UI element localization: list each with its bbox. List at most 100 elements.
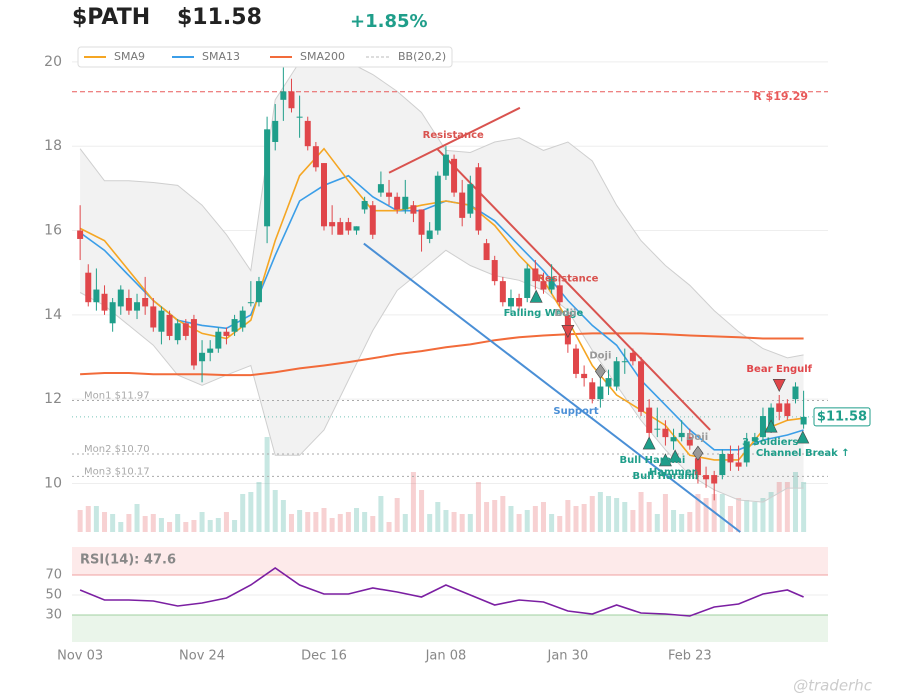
- volume-bar: [557, 516, 563, 532]
- volume-bar: [727, 506, 733, 532]
- volume-bar: [784, 482, 790, 532]
- volume-bar: [736, 498, 742, 532]
- candle-body: [190, 319, 197, 366]
- volume-bar: [679, 514, 685, 532]
- y-tick-label: 16: [44, 223, 62, 239]
- candle-body: [134, 302, 141, 311]
- level-label: Mon3 $10.17: [84, 466, 150, 477]
- candle-body: [329, 222, 336, 227]
- legend: SMA9 SMA13 SMA200 BB(20,2): [77, 46, 453, 68]
- candle-body: [759, 416, 766, 438]
- candle-body: [621, 361, 628, 363]
- candle-body: [288, 91, 295, 109]
- volume-bar: [524, 510, 530, 532]
- watermark: @traderhc: [793, 677, 873, 695]
- candle-body: [475, 167, 482, 231]
- pattern-marker: [658, 453, 672, 467]
- level-label: Mon2 $10.70: [84, 444, 150, 455]
- candle-body: [321, 163, 327, 227]
- candle-body: [751, 437, 758, 442]
- candle-body: [296, 116, 303, 118]
- rsi-oversold: [72, 615, 828, 642]
- candle-body: [524, 268, 531, 298]
- annotation: 3 Soldiers: [742, 437, 798, 448]
- candle-body: [223, 331, 230, 336]
- volume-bar: [719, 494, 725, 532]
- volume-bar: [614, 498, 620, 532]
- volume-bar: [801, 482, 807, 532]
- annotation: Bull Harami: [633, 471, 699, 482]
- candle-body: [605, 378, 612, 387]
- volume-bar: [435, 502, 441, 532]
- volume-bar: [622, 502, 628, 532]
- bb-fill: [80, 57, 804, 503]
- pattern-marker: [764, 419, 778, 433]
- rsi-tick-label: 70: [45, 568, 62, 583]
- y-tick-label: 10: [44, 476, 62, 492]
- volume-bar: [467, 514, 473, 532]
- volume-bar: [280, 500, 286, 532]
- candle-body: [150, 306, 157, 328]
- candle-body: [394, 196, 401, 210]
- volume-bar: [126, 514, 132, 532]
- volume-bar: [410, 472, 416, 532]
- annotation: Falling Wedge: [504, 308, 584, 319]
- volume-bar: [264, 437, 270, 532]
- volume-bar: [77, 510, 83, 532]
- volume-bar: [337, 514, 343, 532]
- volume-bar: [768, 492, 774, 532]
- x-tick-label: Nov 03: [57, 649, 103, 664]
- volume-bar: [158, 518, 164, 532]
- trendline: [436, 148, 711, 431]
- sma-line: [79, 147, 804, 461]
- rsi-overbought: [72, 547, 828, 575]
- volume-bar: [175, 514, 181, 532]
- ticker: $PATH: [72, 5, 150, 30]
- volume-bar: [419, 490, 425, 532]
- candle-body: [735, 462, 742, 467]
- volume-bar: [549, 514, 555, 532]
- annotation: Doji: [589, 350, 611, 361]
- trendline: [363, 242, 741, 533]
- candle-body: [434, 175, 441, 231]
- candle-body: [451, 158, 458, 193]
- volume-bar: [297, 510, 303, 532]
- x-tick-label: Jan 30: [547, 649, 589, 664]
- candle-body: [670, 437, 677, 442]
- legend-label: SMA200: [300, 50, 345, 63]
- pattern-marker: [772, 378, 786, 392]
- candle-body: [532, 268, 539, 282]
- volume-bar: [573, 506, 579, 532]
- candle-body: [776, 403, 783, 412]
- pattern-marker: [668, 449, 682, 463]
- candle-body: [337, 222, 344, 235]
- x-tick-label: Feb 23: [668, 649, 712, 664]
- candle-body: [711, 475, 718, 484]
- candle-body: [686, 437, 693, 446]
- candle-body: [174, 323, 181, 341]
- pattern-marker: [561, 324, 575, 338]
- candle-body: [654, 428, 661, 430]
- candle-body: [491, 260, 498, 282]
- volume-bar: [386, 522, 392, 532]
- candle-body: [239, 310, 246, 328]
- candle-body: [442, 154, 449, 176]
- bb-lower: [79, 249, 804, 503]
- candle-body: [117, 289, 124, 307]
- annotation: Support: [553, 406, 598, 417]
- candle-body: [573, 348, 579, 374]
- volume-bar: [134, 504, 140, 532]
- candle-body: [678, 432, 685, 438]
- volume-bar: [354, 508, 360, 532]
- volume-bar: [540, 502, 546, 532]
- price-tag-label: $11.58: [817, 409, 867, 424]
- volume-bar: [199, 512, 205, 532]
- price-tag-box: [813, 407, 871, 427]
- trendline: [388, 106, 521, 174]
- volume-bar: [484, 502, 490, 532]
- candle-body: [353, 226, 360, 231]
- candle-body: [499, 281, 506, 303]
- volume-bar: [378, 496, 384, 532]
- volume-bar: [329, 518, 335, 532]
